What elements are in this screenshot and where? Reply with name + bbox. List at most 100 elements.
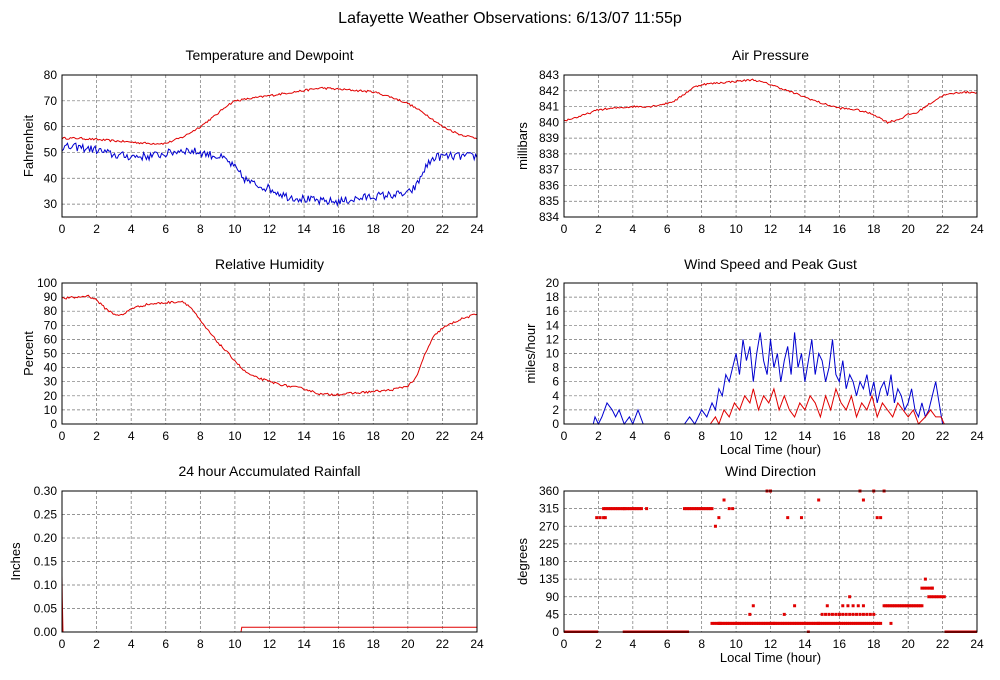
data-point — [799, 621, 803, 625]
data-point — [605, 507, 609, 511]
y-tick-label: 10 — [546, 347, 560, 361]
data-point — [820, 612, 824, 616]
plot-area — [564, 78, 977, 124]
data-point — [923, 586, 927, 590]
x-tick-label: 18 — [867, 222, 881, 236]
data-point — [860, 621, 864, 625]
data-point — [929, 595, 933, 599]
data-point — [915, 604, 919, 608]
plot-area — [62, 294, 477, 397]
y-tick-label: 14 — [546, 318, 560, 332]
x-tick-label: 16 — [833, 637, 847, 651]
y-tick-label: 20 — [44, 389, 58, 403]
x-tick-label: 14 — [798, 637, 812, 651]
data-point — [689, 507, 693, 511]
x-tick-label: 16 — [833, 222, 847, 236]
data-point — [717, 621, 721, 625]
y-tick-label: 12 — [546, 332, 560, 346]
data-point — [920, 586, 924, 590]
data-point — [906, 604, 910, 608]
data-point — [744, 621, 748, 625]
y-tick-label: 360 — [539, 484, 559, 498]
x-tick-label: 24 — [470, 637, 484, 651]
x-tick-label: 8 — [698, 429, 705, 443]
data-point — [891, 604, 895, 608]
data-point — [848, 595, 852, 599]
data-point — [819, 621, 823, 625]
x-tick-label: 20 — [401, 637, 415, 651]
data-point — [602, 516, 606, 520]
x-tick-label: 18 — [367, 222, 381, 236]
x-tick-label: 20 — [401, 429, 415, 443]
x-tick-label: 8 — [197, 222, 204, 236]
data-point — [858, 621, 862, 625]
x-tick-label: 4 — [629, 429, 636, 443]
x-tick-label: 18 — [367, 429, 381, 443]
data-point — [877, 621, 881, 625]
data-point — [603, 516, 607, 520]
data-point — [793, 604, 797, 608]
data-point — [615, 507, 619, 511]
y-tick-label: 839 — [539, 131, 559, 145]
chart-title: Temperature and Dewpoint — [185, 47, 353, 63]
data-point — [781, 621, 785, 625]
data-point — [748, 621, 752, 625]
data-point — [861, 498, 865, 502]
x-tick-label: 14 — [297, 222, 311, 236]
y-tick-label: 4 — [552, 389, 559, 403]
x-tick-label: 10 — [228, 222, 242, 236]
data-point — [701, 507, 705, 511]
data-point — [911, 604, 915, 608]
x-tick-label: 10 — [228, 429, 242, 443]
data-point — [868, 621, 872, 625]
x-tick-label: 12 — [764, 222, 778, 236]
data-point — [899, 604, 903, 608]
chart-wind: 0 2 4 6 8 10 12 14 16 18 20 22 2402468101214161820Wi… — [523, 256, 984, 457]
x-tick-label: 6 — [162, 637, 169, 651]
data-point — [872, 612, 876, 616]
y-tick-label: 0 — [552, 417, 559, 431]
data-point — [870, 621, 874, 625]
chart-rain: 0 2 4 6 8 10 12 14 16 18 20 22 240.000.050.100.150.2… — [8, 463, 484, 651]
x-tick-label: 2 — [595, 222, 602, 236]
data-point — [825, 604, 829, 608]
data-point — [813, 621, 817, 625]
x-tick-label: 2 — [595, 429, 602, 443]
x-tick-label: 0 — [561, 637, 568, 651]
data-point — [777, 621, 781, 625]
data-point — [707, 507, 711, 511]
chart-title: 24 hour Accumulated Rainfall — [178, 463, 360, 479]
data-point — [803, 621, 807, 625]
data-point — [841, 604, 845, 608]
chart-frame — [563, 74, 978, 218]
x-tick-label: 4 — [629, 637, 636, 651]
data-point — [719, 621, 723, 625]
y-axis-label: Inches — [8, 542, 23, 581]
x-tick-label: 2 — [595, 637, 602, 651]
chart-title: Air Pressure — [732, 47, 809, 63]
y-tick-label: 70 — [44, 94, 58, 108]
data-point — [817, 621, 821, 625]
x-tick-label: 10 — [729, 429, 743, 443]
data-point — [703, 507, 707, 511]
y-tick-label: 40 — [44, 171, 58, 185]
data-point — [798, 621, 802, 625]
data-point — [841, 621, 845, 625]
data-point — [743, 621, 747, 625]
y-tick-label: 0.20 — [34, 531, 58, 545]
data-point — [875, 621, 879, 625]
data-point — [837, 612, 841, 616]
chart-title: Relative Humidity — [215, 256, 324, 272]
y-tick-label: 90 — [546, 590, 560, 604]
chart-temp: 0 2 4 6 8 10 12 14 16 18 20 22 24304050607080Tempera… — [21, 47, 484, 236]
data-point — [839, 621, 843, 625]
y-tick-label: 838 — [539, 147, 559, 161]
series-line-wind-1 — [564, 387, 977, 425]
data-point — [621, 507, 625, 511]
x-tick-label: 12 — [764, 637, 778, 651]
data-point — [861, 604, 865, 608]
x-tick-label: 6 — [664, 429, 671, 443]
data-point — [833, 621, 837, 625]
y-tick-label: 135 — [539, 572, 559, 586]
data-point — [750, 621, 754, 625]
